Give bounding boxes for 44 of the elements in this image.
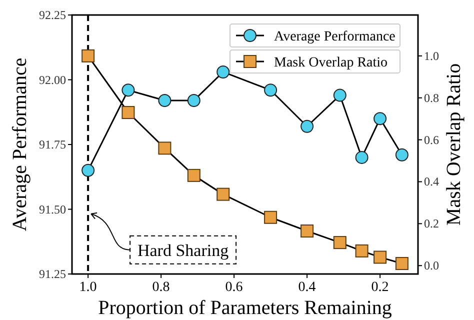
point: [264, 84, 278, 97]
point: [374, 250, 387, 264]
y-tick-label: 91.75: [39, 138, 66, 152]
point: [374, 112, 387, 126]
point: [216, 65, 230, 78]
y2-axis-title: Mask Overlap Ratio: [443, 63, 465, 226]
y2-tick-label: 0.6: [424, 132, 439, 147]
point: [333, 88, 346, 102]
annotation: Hard Sharing: [137, 240, 230, 260]
x-axis-title: Proportion of Parameters Remaining: [98, 297, 392, 319]
point: [333, 236, 346, 250]
point: [82, 49, 95, 62]
point: [300, 120, 314, 133]
y2-tick-label: 0.8: [424, 90, 439, 105]
y-tick-label: 92.00: [39, 72, 66, 87]
legend-label: Average Performance: [274, 30, 396, 44]
x-tick-label: 0.8: [152, 280, 170, 295]
y2-tick-label: 0.0: [424, 258, 439, 273]
point: [158, 142, 172, 155]
point: [264, 210, 278, 224]
point: [355, 150, 368, 164]
y2-tick-label: 0.2: [424, 216, 439, 231]
point: [187, 94, 200, 107]
y2-tick-label: 0.4: [424, 174, 439, 189]
x-tick-label: 0.4: [298, 280, 316, 295]
y-tick-label: 91.50: [39, 202, 66, 216]
x-tick-label: 0.6: [225, 280, 243, 295]
point: [395, 148, 408, 162]
legend-label: Mask Overlap Ratio: [274, 56, 388, 70]
y-tick-label: 92.25: [39, 8, 66, 22]
y2-tick-label: 1.0: [424, 48, 439, 63]
y-tick-label: 91.25: [39, 267, 66, 281]
point: [355, 244, 368, 258]
point: [158, 94, 172, 107]
point: [122, 106, 135, 120]
point: [82, 164, 95, 177]
point: [187, 168, 200, 182]
x-tick-label: 0.2: [371, 280, 389, 295]
point: [300, 224, 314, 238]
point: [122, 84, 135, 97]
point: [395, 257, 408, 270]
x-tick-label: 1.0: [79, 280, 97, 295]
y-axis-title: Average Performance: [9, 58, 31, 232]
point: [216, 188, 230, 201]
